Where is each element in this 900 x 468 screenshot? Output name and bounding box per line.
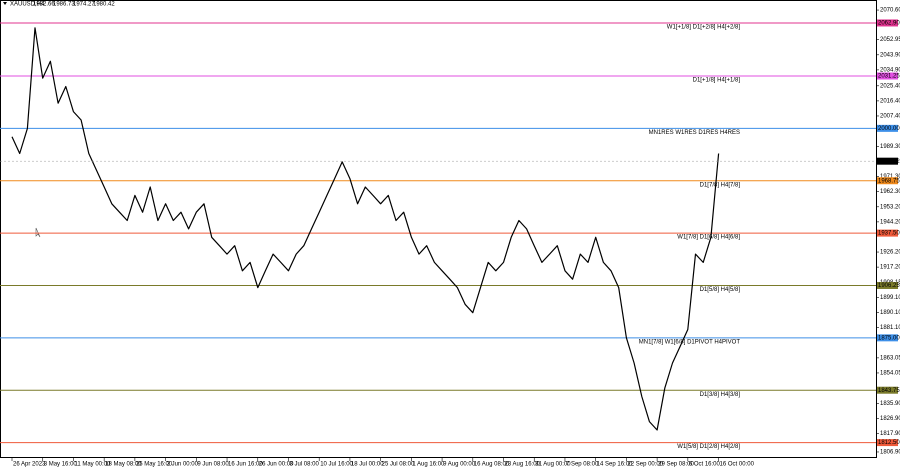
level-price-box <box>877 177 898 185</box>
x-tick-label: 25 May 16:00 <box>136 462 173 468</box>
y-tick-label: 1989.30 <box>880 144 900 150</box>
x-tick-label: 23 Aug 16:00 <box>505 462 541 468</box>
menu-arrow[interactable] <box>3 2 7 5</box>
x-tick-label: 3 Jul 08:00 <box>289 462 319 468</box>
level-price-box <box>877 124 898 132</box>
plot-frame <box>0 0 877 458</box>
level-price-label: 2062.90 <box>878 21 900 27</box>
level-price-label: 1875.00 <box>878 335 900 341</box>
y-tick-label: 1854.05 <box>880 371 900 377</box>
x-tick-label: 22 Sep 00:00 <box>627 462 663 468</box>
level-price-label: 1843.75 <box>878 388 900 394</box>
y-tick-label: 1826.90 <box>880 416 900 422</box>
level-label: MN1RES W1RES D1RES H4RES <box>649 130 740 136</box>
x-tick-label: 11 May 00:00 <box>74 462 111 468</box>
level-price-box <box>877 439 898 447</box>
x-tick-label: 9 Aug 00:00 <box>443 462 476 468</box>
symbol: XAUUSD,H4 <box>10 2 45 8</box>
y-tick-label: 1971.30 <box>880 174 900 180</box>
level-price-label: 1937.50 <box>878 231 900 237</box>
last-price-box <box>877 157 898 165</box>
y-tick-label: 1890.10 <box>880 310 900 316</box>
level-label: D1[3/8] H4[3/8] <box>700 392 741 398</box>
y-tick-label: 1899.10 <box>880 295 900 301</box>
low: 1974.27 <box>73 2 95 8</box>
level-label: D1[5/8] H4[5/8] <box>700 287 741 293</box>
level-price-box <box>877 334 898 342</box>
y-tick-label: 1817.90 <box>880 431 900 437</box>
level-price-label: 1968.75 <box>878 178 900 184</box>
x-tick-label: 16 Jun 16:00 <box>228 462 263 468</box>
x-tick-label: 10 Jul 16:00 <box>320 462 353 468</box>
x-tick-label: 14 Sep 16:00 <box>597 462 633 468</box>
x-tick-label: 6 Oct 16:00 <box>689 462 721 468</box>
level-label: D1[7/8] H4[7/8] <box>700 182 741 188</box>
x-tick-label: 7 Sep 08:00 <box>566 462 599 468</box>
y-tick-label: 1917.20 <box>880 265 900 271</box>
y-tick-label: 2052.95 <box>880 37 900 43</box>
x-tick-label: 9 Jun 08:00 <box>197 462 229 468</box>
y-tick-label: 2016.40 <box>880 98 900 104</box>
level-label: W1[7/8] D1[6/8] H4[6/8] <box>677 235 740 241</box>
price-line <box>11 27 720 431</box>
y-tick-label: 1881.10 <box>880 325 900 331</box>
x-tick-label: 16 Aug 08:00 <box>474 462 510 468</box>
level-price-label: 2031.25 <box>878 74 900 80</box>
level-price-box <box>877 281 898 289</box>
level-label: MN1[7/8] W1[6/8] D1PIVOT H4PIVOT <box>639 339 741 345</box>
y-tick-label: 1863.05 <box>880 355 900 361</box>
y-tick-label: 2025.40 <box>880 83 900 89</box>
x-tick-label: 1 Aug 16:00 <box>412 462 445 468</box>
x-tick-label: 31 Aug 00:00 <box>535 462 571 468</box>
close: 1980.42 <box>93 2 115 8</box>
level-price-box <box>877 19 898 27</box>
x-tick-label: 25 Jul 08:00 <box>382 462 415 468</box>
y-tick-label: 1953.20 <box>880 204 900 210</box>
x-tick-label: 16 Oct 00:00 <box>720 462 755 468</box>
level-label: D1[+1/8] H4[+1/8] <box>693 78 741 84</box>
y-tick-label: 2043.90 <box>880 52 900 58</box>
y-tick-label: 1926.20 <box>880 250 900 256</box>
x-tick-label: 2 Jun 00:00 <box>167 462 199 468</box>
y-tick-label: 1835.90 <box>880 401 900 407</box>
level-price-label: 2000.00 <box>878 126 900 132</box>
y-tick-label: 2034.90 <box>880 67 900 73</box>
x-tick-label: 26 Jun 00:00 <box>259 462 294 468</box>
open: 1982.66 <box>33 2 55 8</box>
level-price-box <box>877 72 898 80</box>
high: 1986.73 <box>53 2 75 8</box>
level-label: W1[5/8] D1[2/8] H4[2/8] <box>677 444 740 450</box>
level-price-box <box>877 386 898 394</box>
x-tick-label: 26 Apr 2023 <box>13 462 46 468</box>
y-tick-label: 1806.90 <box>880 450 900 456</box>
y-tick-label: 2070.60 <box>880 8 900 14</box>
level-price-label: 1812.50 <box>878 440 900 446</box>
level-price-label: 1906.25 <box>878 283 900 289</box>
y-tick-label: 2007.40 <box>880 114 900 120</box>
level-price-box <box>877 229 898 237</box>
last-price-label: 1980.42 <box>878 159 900 165</box>
y-tick-label: 1962.30 <box>880 189 900 195</box>
x-tick-label: 18 May 08:00 <box>105 462 142 468</box>
x-tick-label: 29 Sep 08:00 <box>658 462 694 468</box>
y-tick-label: 1944.20 <box>880 219 900 225</box>
level-label: W1[+1/8] D1[+2/8] H4[+2/8] <box>667 25 741 31</box>
x-tick-label: 3 May 16:00 <box>44 462 78 468</box>
x-tick-label: 18 Jul 00:00 <box>351 462 384 468</box>
